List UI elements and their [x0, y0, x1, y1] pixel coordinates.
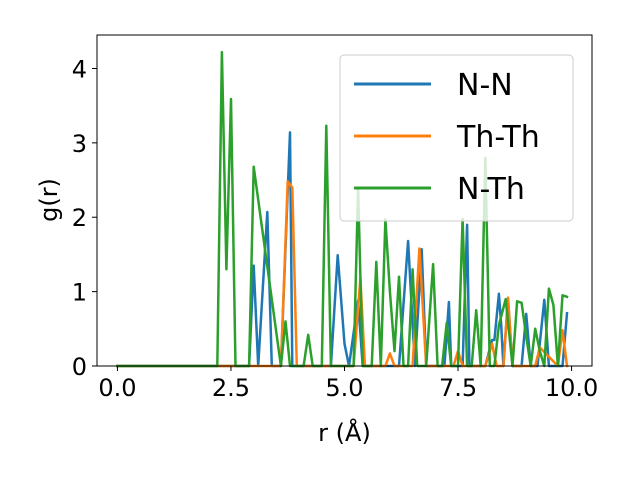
y-axis: 0 1 2 3 4	[72, 55, 97, 381]
x-axis-label: r (Å)	[318, 418, 371, 447]
legend: N-N Th-Th N-Th	[339, 54, 574, 222]
y-tick-label: 4	[72, 55, 87, 83]
x-axis: 0.0 2.5 5.0 7.5 10.0	[98, 366, 598, 402]
y-tick-label: 0	[72, 353, 87, 381]
legend-box	[339, 54, 574, 222]
x-tick-label: 10.0	[545, 374, 598, 402]
y-tick-label: 3	[72, 130, 87, 158]
legend-label: N-Th	[457, 172, 525, 207]
x-tick-label: 0.0	[98, 374, 136, 402]
x-tick-label: 2.5	[212, 374, 250, 402]
x-tick-label: 5.0	[325, 374, 363, 402]
y-axis-label: g(r)	[35, 178, 63, 222]
legend-label: Th-Th	[456, 120, 540, 155]
y-tick-label: 1	[72, 279, 87, 307]
y-tick-label: 2	[72, 204, 87, 232]
legend-label: N-N	[457, 68, 513, 103]
x-tick-label: 7.5	[439, 374, 477, 402]
